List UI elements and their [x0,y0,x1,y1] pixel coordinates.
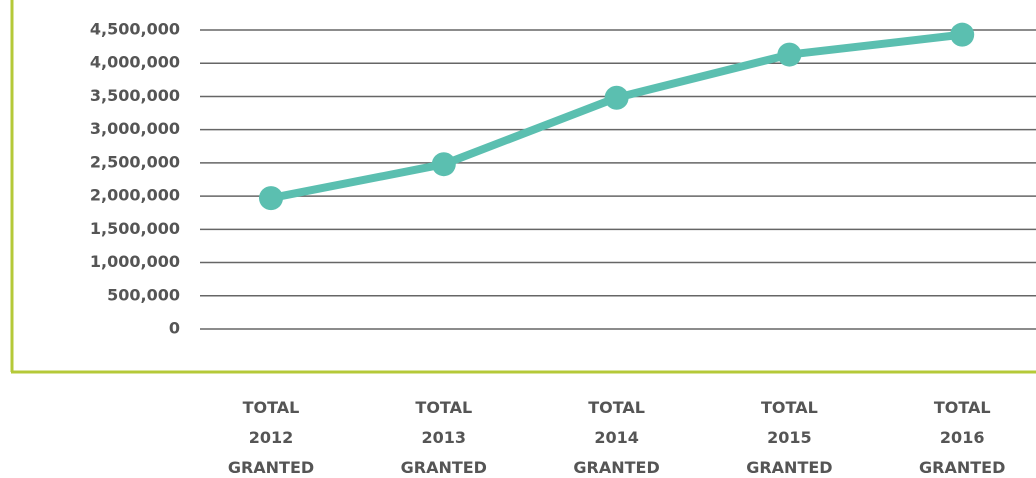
x-tick-line: GRANTED [401,458,487,475]
x-tick-label: TOTAL 2013 GRANTED [401,398,487,475]
x-tick-line: 2015 [767,428,812,447]
x-tick-line: TOTAL [934,398,991,417]
x-tick-line: TOTAL [588,398,645,417]
x-tick-line: GRANTED [228,458,314,475]
data-point [777,42,802,67]
y-tick-label: 0 [169,319,180,338]
x-tick-line: GRANTED [919,458,1005,475]
data-point [950,22,975,47]
x-tick-line: GRANTED [573,458,659,475]
y-tick-label: 1,500,000 [90,219,180,238]
x-tick-label: TOTAL 2015 GRANTED [746,398,832,475]
data-point [604,85,629,110]
data-point [431,152,456,177]
data-point [259,186,283,211]
x-tick-label: TOTAL 2012 GRANTED [228,398,314,475]
x-tick-line: 2013 [422,428,467,447]
y-tick-label: 4,000,000 [90,53,180,72]
x-tick-label: TOTAL 2016 GRANTED [919,398,1005,475]
y-tick-label: 500,000 [107,285,180,304]
x-tick-line: TOTAL [415,398,472,417]
x-tick-line: 2012 [249,428,294,447]
x-tick-line: 2014 [594,428,639,447]
x-tick-line: GRANTED [746,458,832,475]
x-tick-line: TOTAL [761,398,818,417]
x-tick-line: 2016 [940,428,985,447]
data-line [270,30,963,203]
y-tick-label: 4,500,000 [90,20,180,39]
y-tick-label: 3,000,000 [90,119,180,138]
y-tick-label: 2,500,000 [90,152,180,171]
x-tick-label: TOTAL 2014 GRANTED [573,398,659,475]
y-tick-label: 3,500,000 [90,86,180,105]
x-tick-line: TOTAL [243,398,300,417]
y-tick-label: 2,000,000 [90,186,180,205]
y-tick-label: 1,000,000 [90,252,180,271]
